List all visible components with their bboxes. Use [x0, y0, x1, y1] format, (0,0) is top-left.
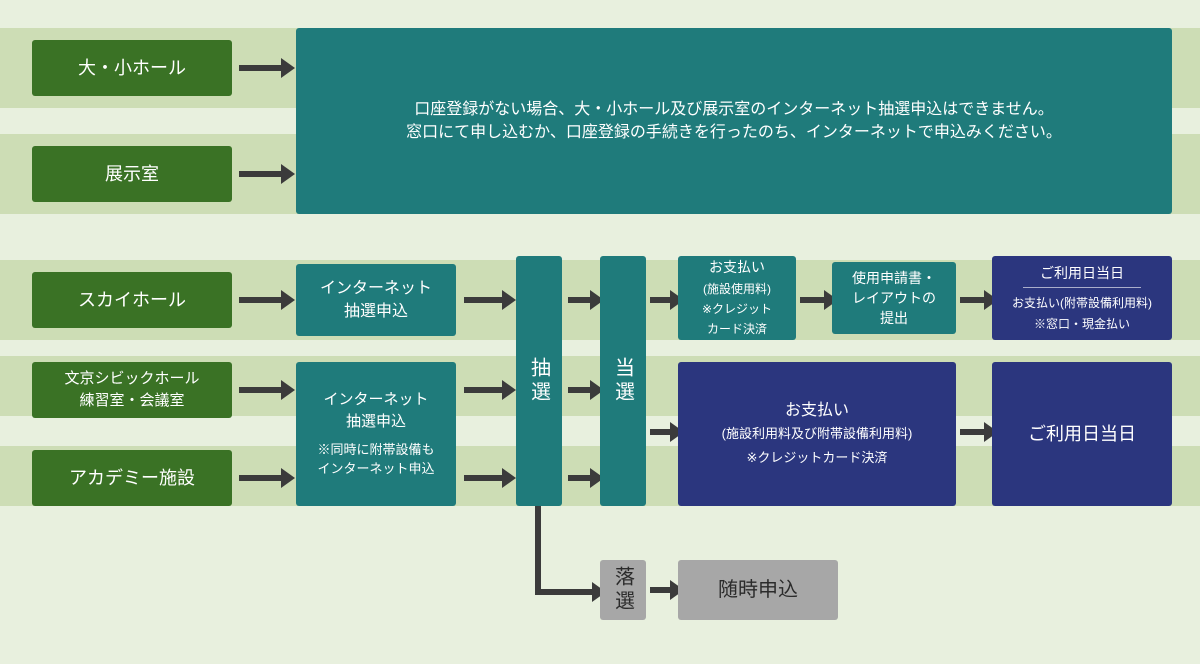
usage-day-2: ご利用日当日	[992, 362, 1172, 506]
arrow-icon	[534, 506, 610, 613]
form-submit-label: 使用申請書・レイアウトの提出	[844, 268, 944, 329]
arrow-icon	[239, 288, 295, 312]
arrow-icon	[568, 288, 604, 317]
arrow-icon	[568, 288, 604, 312]
arrow-icon	[568, 466, 604, 490]
sky-hall: スカイホール	[32, 272, 232, 328]
arrow-icon	[464, 288, 516, 317]
payment-2: お支払い(施設利用料及び附帯設備利用料)※クレジットカード決済	[678, 362, 956, 506]
lottery-label: 抽選	[525, 357, 554, 405]
arrow-icon	[568, 378, 604, 402]
payment-1-label: お支払い(施設使用料)※クレジットカード決済	[694, 257, 780, 338]
sky-hall-label: スカイホール	[70, 287, 194, 313]
arrow-icon	[568, 466, 604, 495]
arrow-icon	[464, 288, 516, 312]
usage-day-1-label: ご利用日当日お支払い(附帯設備利用料)※窓口・現金払い	[1004, 263, 1160, 333]
exhibition-room: 展示室	[32, 146, 232, 202]
net-apply-1: インターネット抽選申込	[296, 264, 456, 336]
arrow-icon	[239, 162, 295, 186]
hall-large-small-label: 大・小ホール	[70, 55, 194, 81]
civic-hall: 文京シビックホール練習室・会議室	[32, 362, 232, 418]
form-submit: 使用申請書・レイアウトの提出	[832, 262, 956, 334]
arrow-icon	[239, 288, 295, 317]
notice-panel: 口座登録がない場合、大・小ホール及び展示室のインターネット抽選申込はできません。…	[296, 28, 1172, 214]
arrow-icon	[239, 378, 295, 407]
arrow-icon	[568, 378, 604, 407]
academy: アカデミー施設	[32, 450, 232, 506]
usage-day-2-label: ご利用日当日	[1020, 421, 1144, 447]
civic-hall-label: 文京シビックホール練習室・会議室	[56, 368, 207, 412]
hall-large-small: 大・小ホール	[32, 40, 232, 96]
arrow-icon	[464, 466, 516, 490]
arrow-icon	[239, 466, 295, 490]
exhibition-room-label: 展示室	[97, 161, 167, 187]
net-apply-2: インターネット抽選申込※同時に附帯設備もインターネット申込	[296, 362, 456, 506]
arrow-icon	[239, 378, 295, 402]
arrow-icon	[464, 378, 516, 407]
payment-1: お支払い(施設使用料)※クレジットカード決済	[678, 256, 796, 340]
arrow-icon	[239, 56, 295, 85]
academy-label: アカデミー施設	[61, 465, 203, 491]
lose: 落選	[600, 560, 646, 620]
net-apply-1-label: インターネット抽選申込	[312, 277, 440, 323]
usage-day-1: ご利用日当日お支払い(附帯設備利用料)※窓口・現金払い	[992, 256, 1172, 340]
net-apply-2-label: インターネット抽選申込※同時に附帯設備もインターネット申込	[309, 389, 442, 478]
anytime-apply-label: 随時申込	[710, 576, 806, 605]
arrow-icon	[239, 466, 295, 495]
arrow-icon	[239, 56, 295, 80]
payment-2-label: お支払い(施設利用料及び附帯設備利用料)※クレジットカード決済	[714, 399, 921, 469]
arrow-icon	[239, 162, 295, 191]
notice-panel-label: 口座登録がない場合、大・小ホール及び展示室のインターネット抽選申込はできません。…	[398, 98, 1070, 144]
lose-label: 落選	[609, 566, 638, 614]
arrow-icon	[464, 378, 516, 402]
lottery: 抽選	[516, 256, 562, 506]
win-label: 当選	[609, 357, 638, 405]
arrow-icon	[464, 466, 516, 495]
anytime-apply: 随時申込	[678, 560, 838, 620]
win: 当選	[600, 256, 646, 506]
flowchart-canvas: 大・小ホール展示室 口座登録がない場合、大・小ホール及び展示室のインターネット抽選…	[0, 0, 1200, 664]
